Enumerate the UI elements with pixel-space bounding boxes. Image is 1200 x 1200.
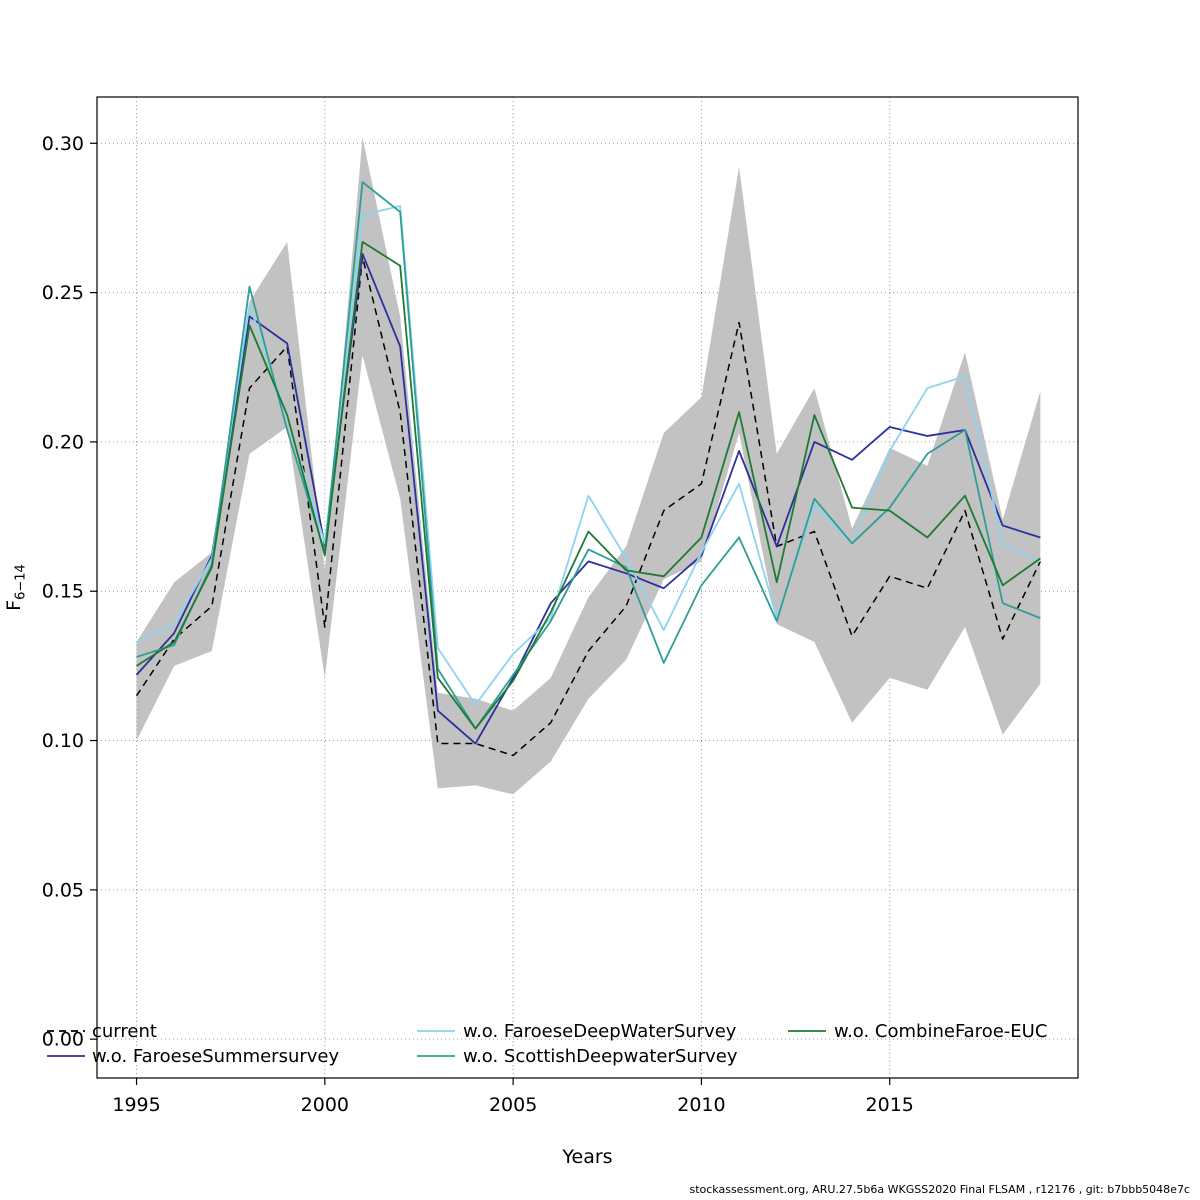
x-tick-label: 2000 [301,1094,349,1116]
series-line-4 [136,240,1041,730]
y-tick-label: 0.15 [42,581,84,603]
legend-label: w.o. CombineFaroe-EUC [834,1021,1047,1042]
x-axis-label: Years [561,1146,612,1168]
series-line-0 [135,256,1042,757]
x-tick-label: 2015 [866,1094,914,1116]
confidence-band [136,137,1041,795]
y-tick-label: 0.30 [42,133,84,155]
y-tick-label: 0.20 [42,431,84,453]
legend-label: w.o. FaroeseSummersurvey [92,1046,339,1067]
series-line-1 [135,252,1041,745]
legend-label: w.o. FaroeseDeepWaterSurvey [463,1021,737,1042]
tick-labels: 1995 2000 2005 2010 2015 0.00 0.05 0.10 0.15 0.20… [42,133,914,1116]
legend: current w.o. FaroeseSummersurvey w.o. Faro… [47,1021,1047,1067]
y-tick-label: 0.25 [42,282,84,304]
y-tick-label: 0.00 [42,1029,84,1051]
axis-ticks [90,142,891,1085]
x-tick-label: 2005 [489,1094,537,1116]
y-tick-label: 0.05 [42,879,84,901]
plot-border [96,96,1079,1079]
x-tick-label: 1995 [112,1094,160,1116]
y-axis-label: F6−14 [3,564,29,611]
legend-label: current [92,1021,157,1042]
series-line-3 [136,181,1041,730]
footer-attribution: stockassessment.org, ARU.27.5b6a WKGSS20… [689,1183,1190,1196]
y-tick-label: 0.10 [42,730,84,752]
x-tick-label: 2010 [677,1094,725,1116]
legend-label: w.o. ScottishDeepwaterSurvey [463,1046,738,1067]
